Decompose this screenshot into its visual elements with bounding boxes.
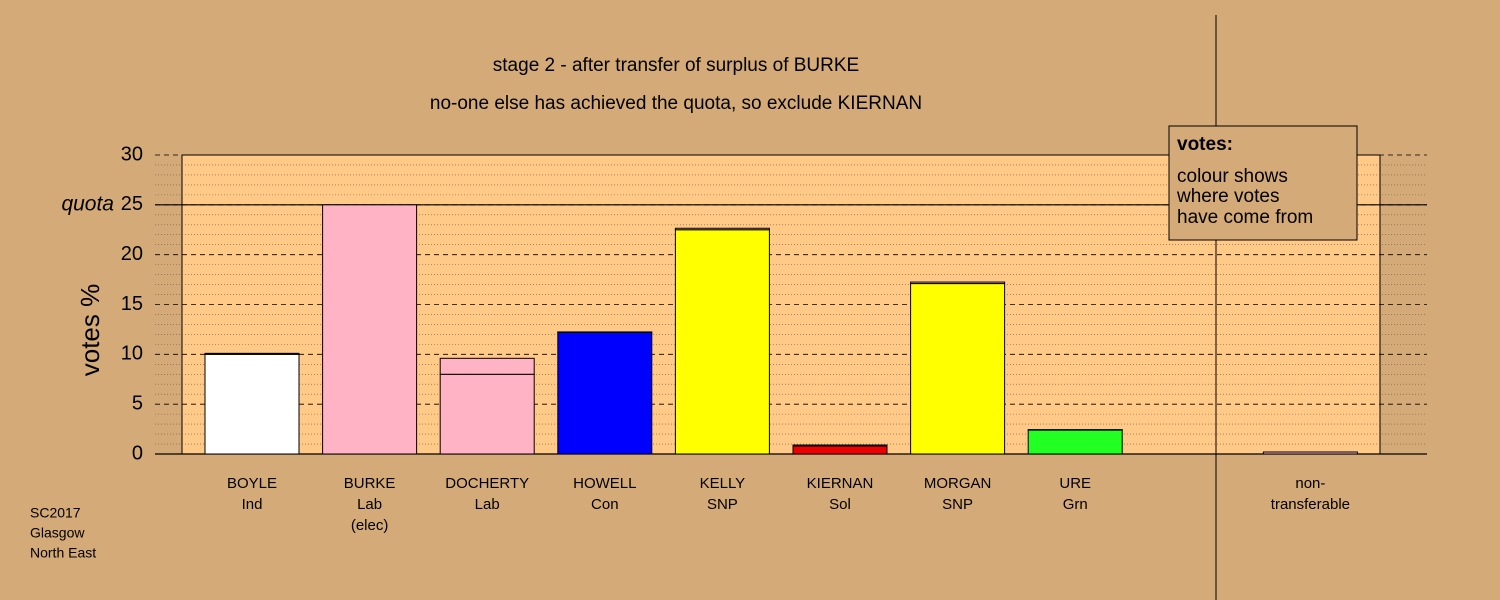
x-tick-label: Lab [475, 496, 500, 513]
bar-segment [322, 204, 418, 455]
footnote: North East [30, 545, 96, 561]
y-tick-label: 5 [132, 392, 143, 414]
bar-segment [1027, 429, 1123, 455]
chart-title: stage 2 - after transfer of surplus of B… [493, 55, 859, 76]
legend-text: have come from [1177, 207, 1313, 228]
y-tick-label: 0 [132, 442, 143, 464]
legend-title: votes: [1177, 134, 1233, 155]
bar-segment [204, 352, 300, 355]
bar-segment [792, 444, 888, 447]
legend-box [1168, 125, 1358, 241]
x-tick-label: SNP [707, 496, 738, 513]
x-tick-label: Grn [1063, 496, 1088, 513]
x-tick-label: URE [1059, 475, 1091, 492]
bar-segment [792, 445, 888, 455]
bar-segment [204, 353, 300, 455]
x-tick-label: SNP [942, 496, 973, 513]
x-tick-label: (elec) [351, 517, 389, 534]
footnote: Glasgow [30, 525, 85, 541]
legend-text: where votes [1176, 186, 1279, 207]
x-tick-label: BOYLE [227, 475, 277, 492]
x-tick-label: Con [591, 496, 619, 513]
x-tick-label: KIERNAN [807, 475, 874, 492]
y-tick-label: 25 [121, 193, 143, 215]
bar-segment [439, 357, 535, 375]
y-tick-label: 15 [121, 293, 143, 315]
y-axis-label: votes % [75, 284, 105, 377]
y-tick-label: 30 [121, 143, 143, 165]
x-tick-label: MORGAN [924, 475, 992, 492]
x-tick-label: HOWELL [573, 475, 636, 492]
bar-segment [439, 373, 535, 455]
y-tick-label: 10 [121, 343, 143, 365]
x-tick-label: BURKE [344, 475, 396, 492]
x-tick-label: Ind [242, 496, 263, 513]
bar-segment [674, 227, 770, 231]
x-tick-label: transferable [1271, 496, 1350, 513]
footnote: SC2017 [30, 505, 81, 521]
y-tick-label: 20 [121, 243, 143, 265]
bar-segment [1262, 451, 1358, 455]
bar-segment [910, 281, 1006, 285]
x-tick-label: Lab [357, 496, 382, 513]
bar-segment [674, 229, 770, 455]
quota-label: quota [61, 192, 114, 215]
x-tick-label: KELLY [700, 475, 746, 492]
legend-text: colour shows [1177, 166, 1288, 187]
x-tick-label: DOCHERTY [445, 475, 529, 492]
chart-subtitle: no-one else has achieved the quota, so e… [430, 93, 922, 114]
x-tick-label: Sol [829, 496, 851, 513]
x-tick-label: non- [1295, 475, 1325, 492]
bars [204, 204, 1358, 455]
bar-segment [910, 283, 1006, 455]
bar-segment [557, 331, 653, 455]
